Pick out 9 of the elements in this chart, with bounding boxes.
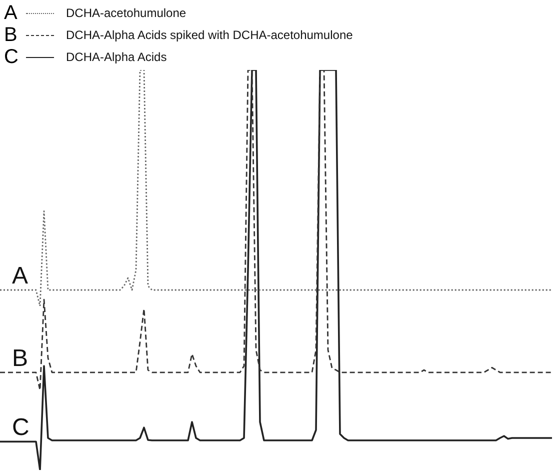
legend-label: DCHA-Alpha Acids spiked with DCHA-acetohumulone	[66, 28, 353, 42]
annotation: A	[12, 262, 28, 290]
annotation: C	[12, 414, 30, 442]
legend-label: DCHA-acetohumulone	[66, 6, 186, 20]
text: C	[4, 46, 18, 68]
text: B	[4, 24, 18, 46]
legend-label: DCHA-Alpha Acids	[66, 50, 167, 64]
text: A	[4, 2, 18, 24]
annotation: B	[12, 345, 28, 372]
